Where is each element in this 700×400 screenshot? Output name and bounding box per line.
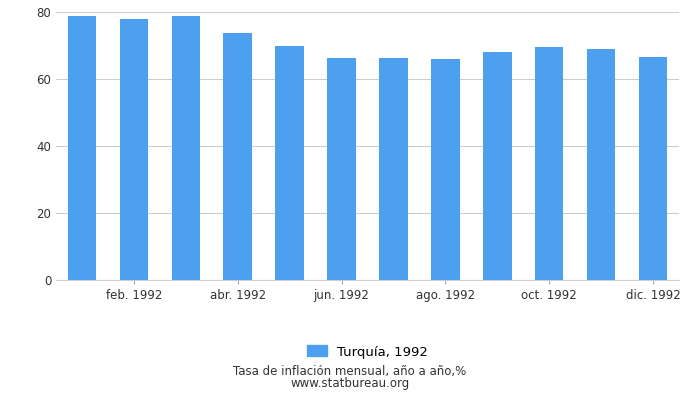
Bar bbox=[587, 49, 615, 280]
Bar bbox=[328, 58, 356, 280]
Legend: Turquía, 1992: Turquía, 1992 bbox=[302, 340, 433, 364]
Bar bbox=[431, 59, 460, 280]
Bar bbox=[275, 46, 304, 280]
Bar bbox=[639, 56, 667, 280]
Bar bbox=[68, 16, 96, 280]
Text: www.statbureau.org: www.statbureau.org bbox=[290, 378, 410, 390]
Bar bbox=[483, 52, 512, 280]
Bar bbox=[535, 47, 564, 280]
Text: Tasa de inflación mensual, año a año,%: Tasa de inflación mensual, año a año,% bbox=[233, 366, 467, 378]
Bar bbox=[379, 58, 407, 280]
Bar bbox=[172, 16, 200, 280]
Bar bbox=[120, 19, 148, 280]
Bar bbox=[223, 33, 252, 280]
